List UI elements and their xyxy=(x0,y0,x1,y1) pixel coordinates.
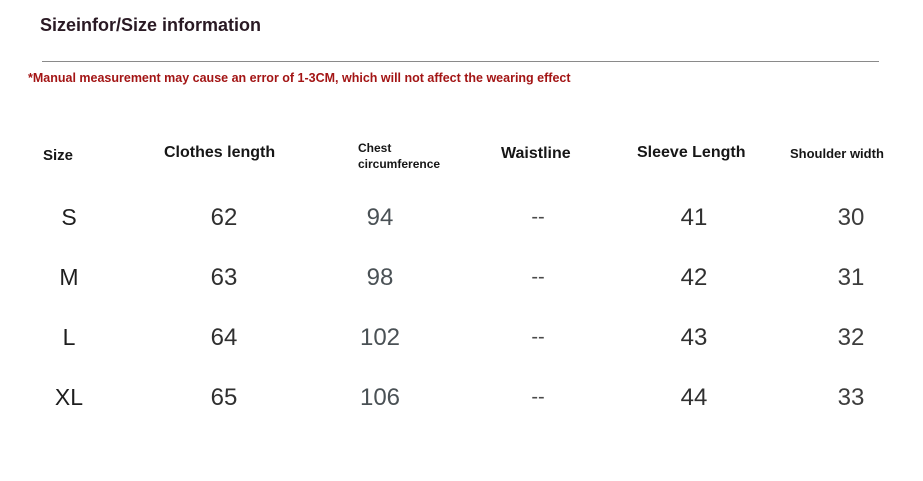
cell-shoulder-width: 32 xyxy=(837,324,865,351)
title-divider xyxy=(42,61,879,62)
cell-size: S xyxy=(61,204,77,230)
cell-sleeve-length: 42 xyxy=(680,264,708,291)
table-row: M 63 98 -- 42 31 xyxy=(0,264,923,304)
header-sleeve-length: Sleeve Length xyxy=(637,144,746,161)
header-clothes-length: Clothes length xyxy=(164,144,276,161)
cell-size: XL xyxy=(54,384,84,410)
cell-chest: 106 xyxy=(359,384,401,411)
measurement-note: *Manual measurement may cause an error o… xyxy=(28,71,571,85)
table-row: S 62 94 -- 41 30 xyxy=(0,204,923,244)
cell-clothes-length: 63 xyxy=(210,264,238,291)
cell-waistline: -- xyxy=(531,326,545,348)
cell-sleeve-length: 43 xyxy=(680,324,708,351)
table-row: L 64 102 -- 43 32 xyxy=(0,324,923,364)
cell-chest: 102 xyxy=(359,324,401,351)
cell-waistline: -- xyxy=(531,206,545,228)
cell-waistline: -- xyxy=(531,266,545,288)
header-chest-line2: circumference xyxy=(358,157,441,171)
table-row: XL 65 106 -- 44 33 xyxy=(0,384,923,424)
header-waistline: Waistline xyxy=(501,145,571,162)
cell-clothes-length: 62 xyxy=(210,204,238,231)
cell-chest: 94 xyxy=(366,204,394,231)
cell-shoulder-width: 31 xyxy=(837,264,865,291)
header-shoulder-width: Shoulder width xyxy=(790,146,884,161)
cell-size: M xyxy=(59,264,79,290)
cell-clothes-length: 65 xyxy=(210,384,238,411)
header-size: Size xyxy=(43,147,74,164)
cell-sleeve-length: 44 xyxy=(680,384,708,411)
cell-sleeve-length: 41 xyxy=(680,204,708,231)
cell-shoulder-width: 30 xyxy=(837,204,865,231)
cell-shoulder-width: 33 xyxy=(837,384,865,411)
header-chest-circumference: Chest circumference xyxy=(358,140,468,172)
cell-waistline: -- xyxy=(531,386,545,408)
header-chest-line1: Chest xyxy=(358,141,392,155)
cell-clothes-length: 64 xyxy=(210,324,238,351)
cell-size: L xyxy=(62,324,76,350)
cell-chest: 98 xyxy=(366,264,394,291)
page-title: Sizeinfor/Size information xyxy=(40,15,262,35)
